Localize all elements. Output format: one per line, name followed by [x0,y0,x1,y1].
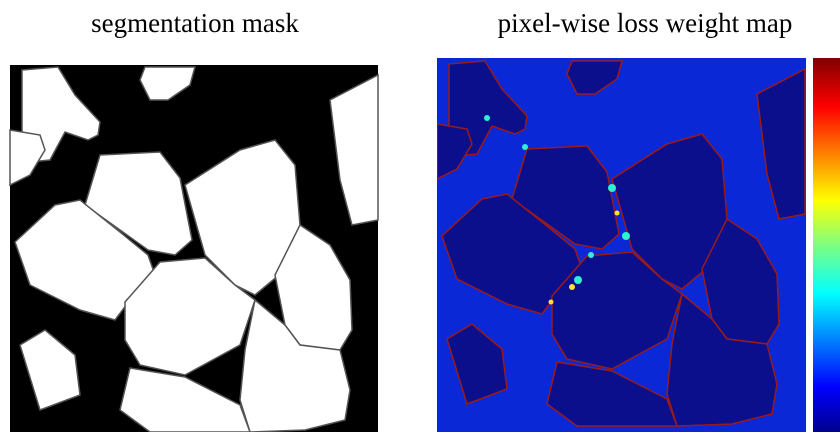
panels [0,0,840,432]
segmentation-mask [10,65,378,432]
figure: segmentation mask pixel-wise loss weight… [0,0,840,432]
colorbar [813,58,840,432]
weight-map [437,58,840,432]
